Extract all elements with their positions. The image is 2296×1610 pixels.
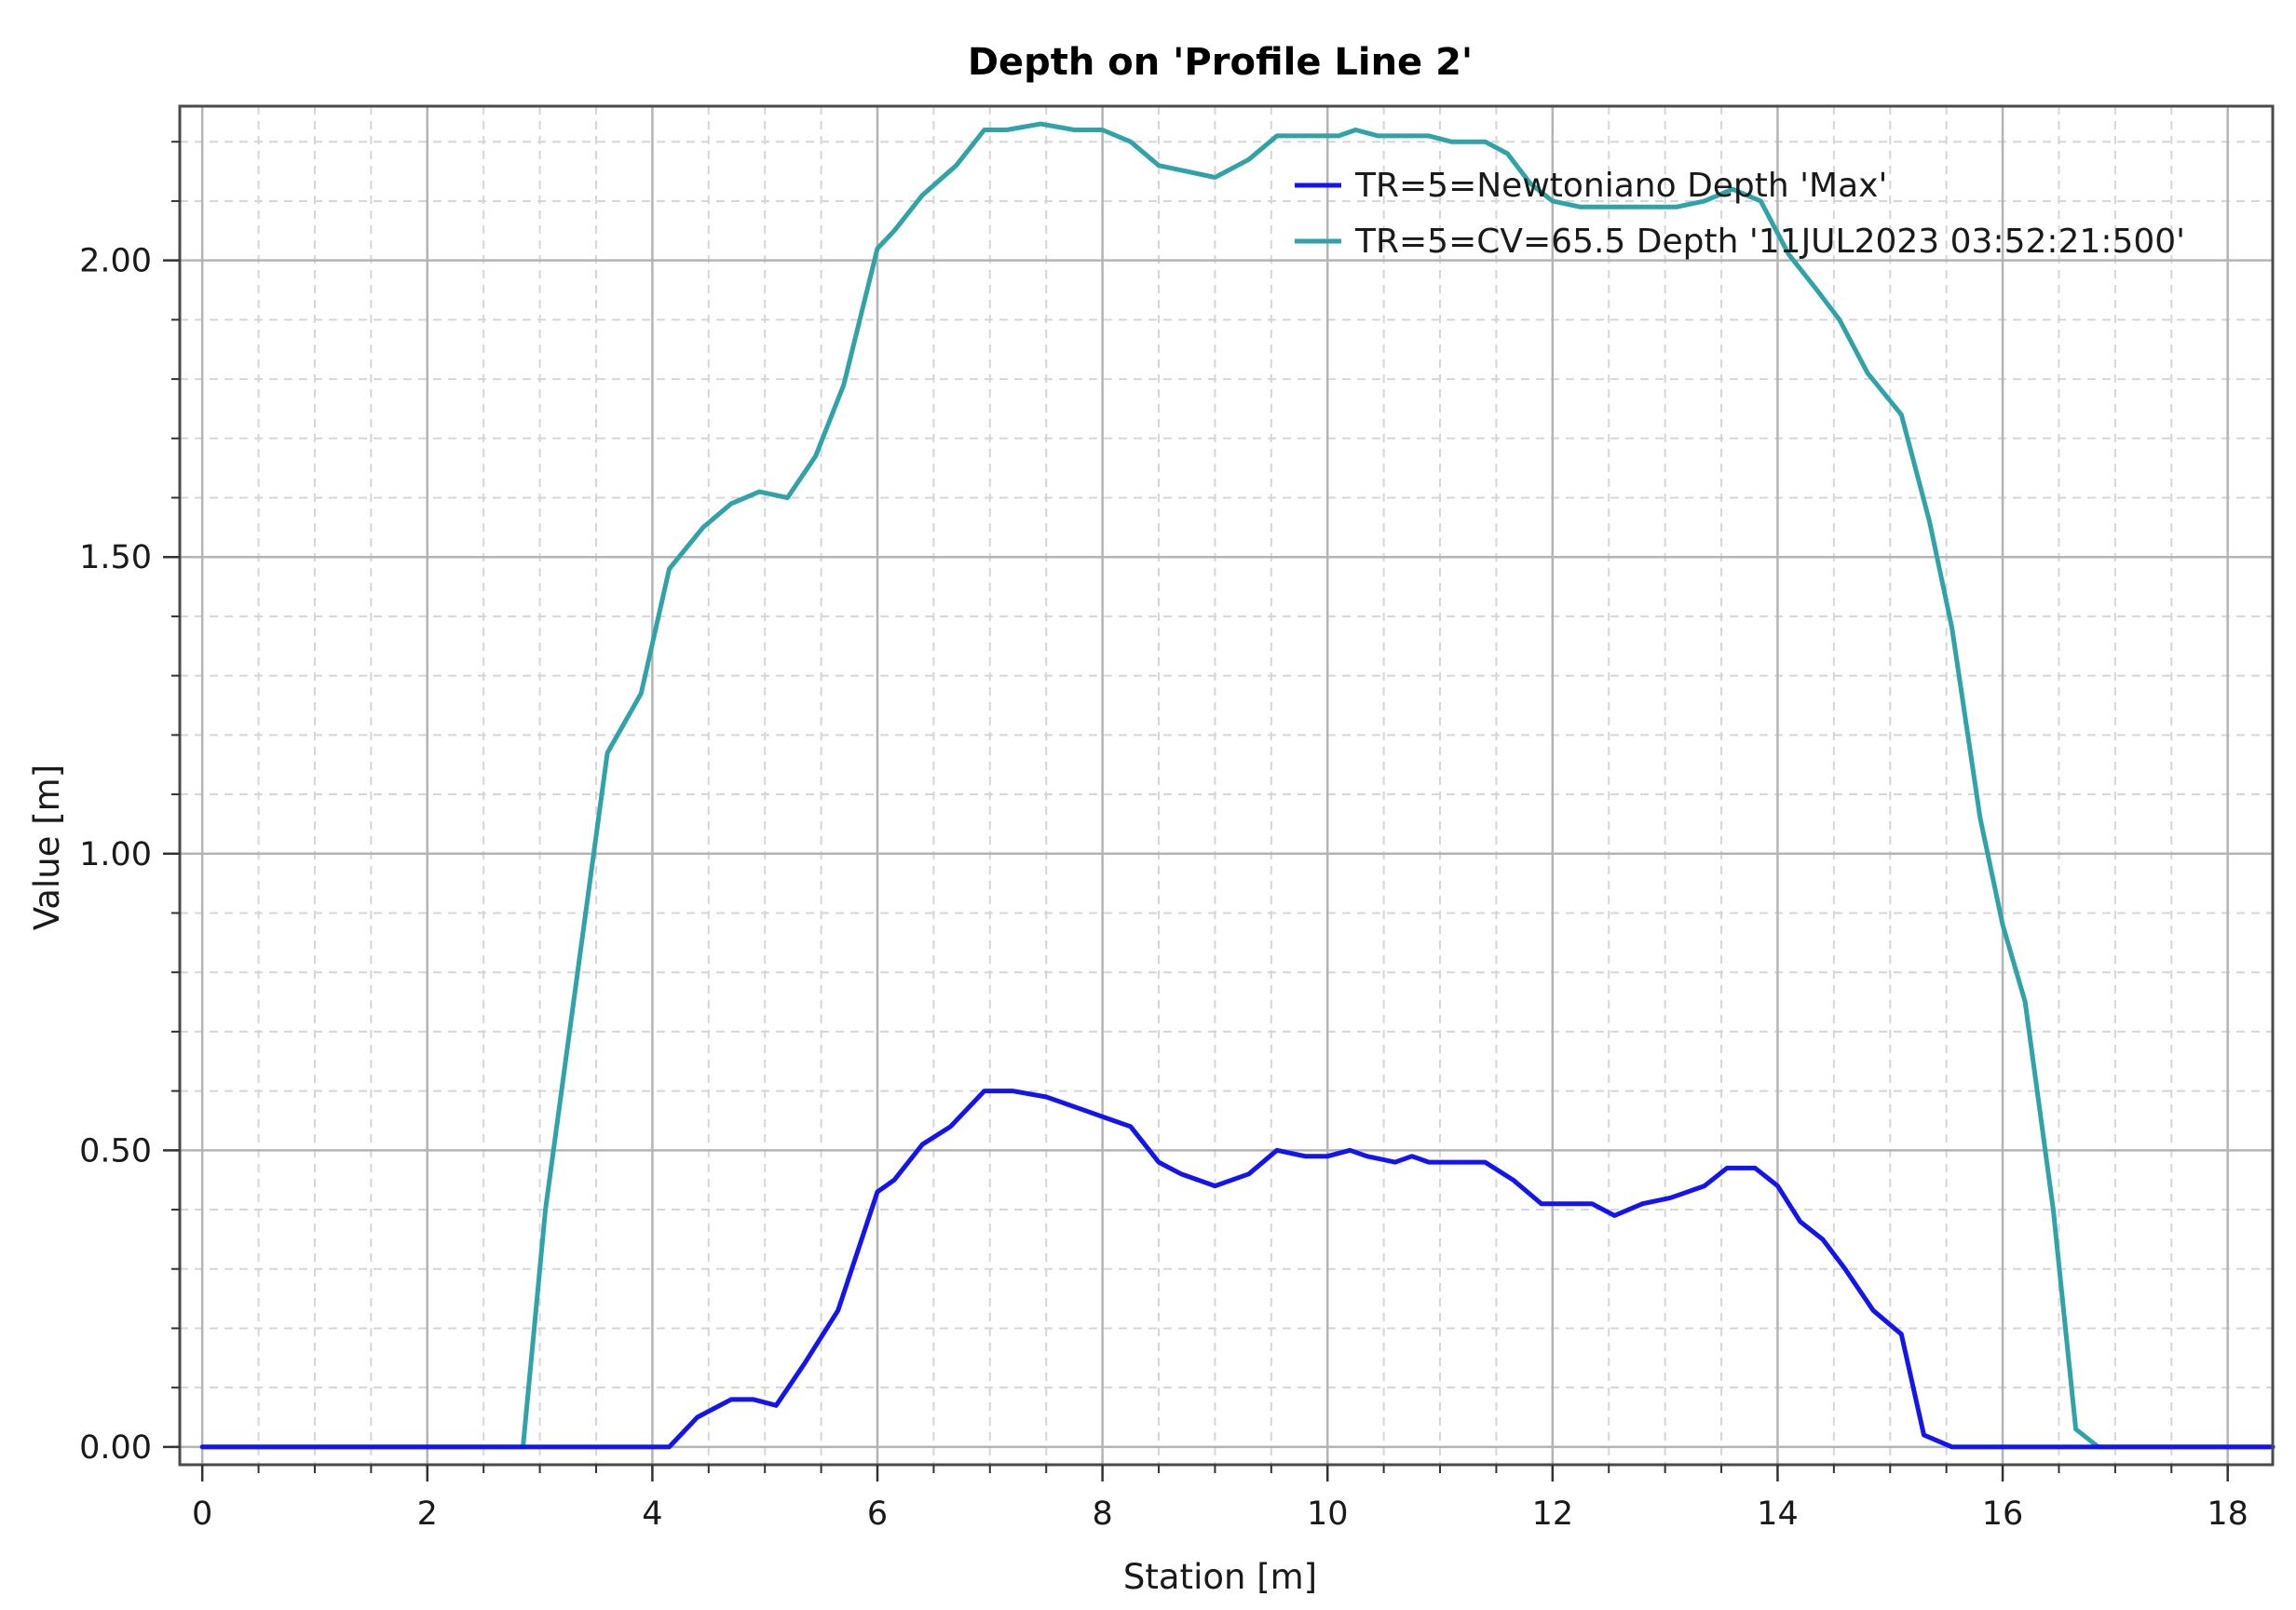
y-tick-label: 1.00 [79, 836, 152, 873]
x-axis-label: Station [m] [1123, 1557, 1317, 1597]
x-tick-label: 12 [1532, 1495, 1574, 1533]
series-line-newtoniano [199, 1089, 2276, 1450]
x-tick-label: 10 [1307, 1495, 1349, 1533]
y-tick-label: 1.50 [79, 539, 152, 576]
y-axis-label: Value [m] [27, 764, 67, 930]
x-tick-label: 4 [642, 1495, 662, 1533]
grid [180, 106, 2273, 1465]
x-tick-label: 2 [417, 1495, 438, 1533]
ticks: 0 2 4 6 8 10 12 14 16 18 0.00 0.50 1.00 1.50 2.00 [79, 141, 2248, 1533]
x-tick-label: 14 [1757, 1495, 1799, 1533]
x-tick-label: 0 [192, 1495, 212, 1533]
plot-frame [178, 104, 2275, 1467]
legend-label-newtoniano: TR=5=Newtoniano Depth 'Max' [1354, 167, 1887, 205]
series-layer [199, 121, 2276, 1450]
x-tick-label: 8 [1092, 1495, 1112, 1533]
x-tick-label: 16 [1982, 1495, 2024, 1533]
legend-label-cv: TR=5=CV=65.5 Depth '11JUL2023 03:52:21:5… [1354, 223, 2185, 261]
x-tick-label: 18 [2207, 1495, 2248, 1533]
chart-title: Depth on 'Profile Line 2' [968, 41, 1473, 84]
legend: TR=5=Newtoniano Depth 'Max' TR=5=CV=65.5… [1295, 167, 2185, 261]
y-tick-label: 0.00 [79, 1429, 152, 1467]
y-tick-label: 0.50 [79, 1132, 152, 1170]
series-line-cv [199, 121, 2276, 1450]
y-tick-label: 2.00 [79, 243, 152, 280]
x-tick-label: 6 [867, 1495, 888, 1533]
